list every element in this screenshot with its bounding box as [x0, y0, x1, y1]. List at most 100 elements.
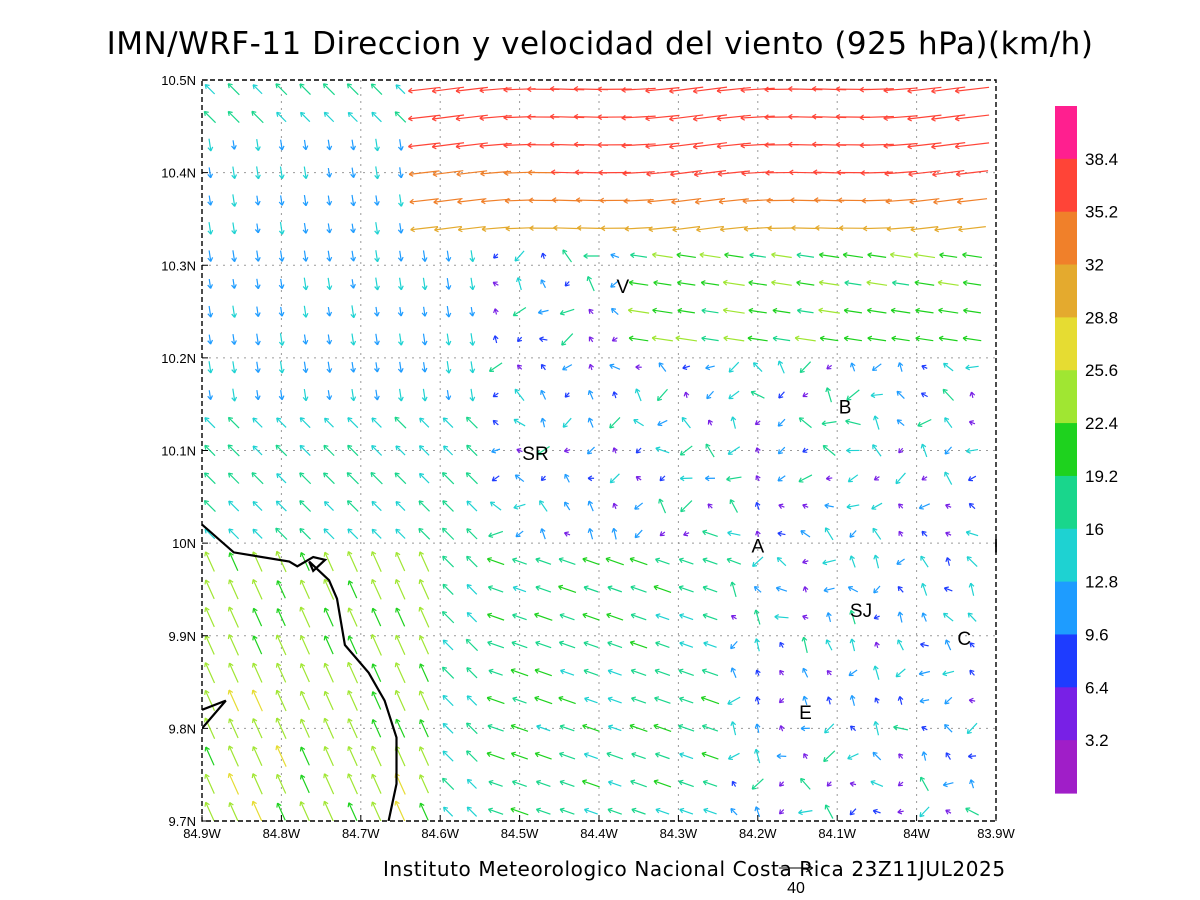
wind-vector: [231, 166, 238, 180]
wind-vector: [726, 557, 742, 565]
wind-vector: [394, 111, 407, 123]
wind-vector: [728, 361, 740, 373]
wind-vector: [659, 531, 666, 537]
wind-vector: [587, 528, 594, 540]
x-tick-label: 84.6W: [421, 826, 459, 841]
wind-vector: [395, 501, 406, 511]
wind-vector: [897, 585, 904, 593]
wind-vector: [299, 579, 310, 599]
wind-vector: [778, 698, 785, 704]
wind-vector: [849, 694, 856, 706]
wind-vector: [730, 614, 737, 620]
wind-vector: [610, 307, 619, 316]
wind-vector: [653, 280, 672, 286]
wind-vector: [824, 503, 834, 509]
colorbar-label: 19.2: [1085, 467, 1118, 486]
wind-vector: [207, 138, 214, 152]
wind-vector: [968, 502, 976, 510]
wind-vector: [683, 391, 690, 398]
wind-vector: [931, 142, 966, 150]
coastline: [202, 523, 398, 821]
wind-vector: [870, 392, 883, 399]
wind-vector: [897, 696, 904, 705]
wind-vector: [252, 528, 263, 539]
y-tick-label: 10.3N: [161, 258, 196, 273]
wind-vector: [873, 415, 880, 430]
wind-vector: [441, 777, 455, 790]
wind-vector: [939, 252, 958, 259]
wind-vector: [512, 613, 527, 621]
wind-vector: [818, 252, 840, 259]
wind-vector: [513, 503, 526, 510]
x-tick-label: 84W: [903, 826, 930, 841]
wind-vector: [631, 696, 647, 704]
wind-vector: [299, 606, 311, 628]
wind-vector: [654, 696, 671, 704]
wind-vector: [896, 419, 905, 427]
wind-vector: [658, 362, 667, 372]
wind-vector: [628, 335, 649, 342]
wind-vector: [397, 307, 404, 317]
wind-vector: [730, 581, 737, 598]
wind-vector: [772, 335, 791, 342]
wind-vector: [910, 226, 939, 233]
wind-vector: [847, 753, 859, 760]
wind-vector: [630, 585, 647, 593]
wind-vector: [322, 83, 336, 96]
wind-vector: [374, 250, 380, 263]
wind-vector: [515, 530, 524, 538]
wind-vector: [635, 447, 642, 454]
wind-vector: [872, 808, 881, 815]
wind-vector: [796, 280, 815, 286]
wind-vector: [275, 444, 288, 457]
wind-vector: [228, 662, 239, 683]
wind-vector: [299, 718, 310, 738]
wind-vector: [374, 195, 380, 206]
wind-vector: [624, 225, 653, 232]
wind-vector: [419, 802, 429, 821]
wind-vector: [870, 780, 884, 788]
colorbar-segment: [1055, 264, 1077, 318]
wind-vector: [252, 746, 263, 766]
wind-vector: [679, 613, 694, 621]
wind-vector: [350, 279, 356, 289]
wind-vector: [421, 250, 428, 262]
wind-vector: [418, 690, 430, 711]
wind-vector: [278, 278, 285, 290]
wind-vector: [722, 279, 745, 286]
wind-vector: [302, 250, 309, 262]
wind-vector: [873, 614, 880, 620]
wind-vector: [408, 142, 441, 150]
wind-vector: [302, 388, 309, 402]
wind-vector: [510, 751, 529, 760]
wind-vector: [488, 779, 503, 787]
wind-vector: [871, 502, 883, 510]
wind-vector: [920, 642, 929, 648]
wind-vector: [907, 142, 942, 150]
wind-vector: [395, 607, 406, 627]
wind-vector: [969, 779, 975, 789]
colorbar-label: 38.4: [1085, 150, 1118, 169]
wind-vector: [730, 667, 737, 679]
wind-vector: [779, 725, 785, 732]
wind-vector: [802, 392, 809, 398]
wind-vector: [371, 528, 382, 539]
wind-vector: [945, 557, 951, 566]
wind-vector: [944, 446, 953, 455]
wind-vector: [895, 472, 906, 485]
wind-vector: [323, 717, 335, 739]
wind-vector: [962, 335, 982, 342]
wind-vector: [701, 335, 719, 342]
wind-vector: [558, 640, 576, 649]
wind-vector: [251, 472, 264, 485]
wind-vector: [540, 363, 546, 371]
wind-vector: [299, 527, 311, 540]
wind-vector: [963, 307, 982, 314]
wind-vector: [630, 612, 647, 621]
wind-vector: [397, 194, 404, 207]
wind-vector: [564, 392, 570, 398]
wind-vector: [647, 198, 678, 205]
wind-vector: [418, 579, 430, 600]
wind-vector: [254, 195, 261, 206]
